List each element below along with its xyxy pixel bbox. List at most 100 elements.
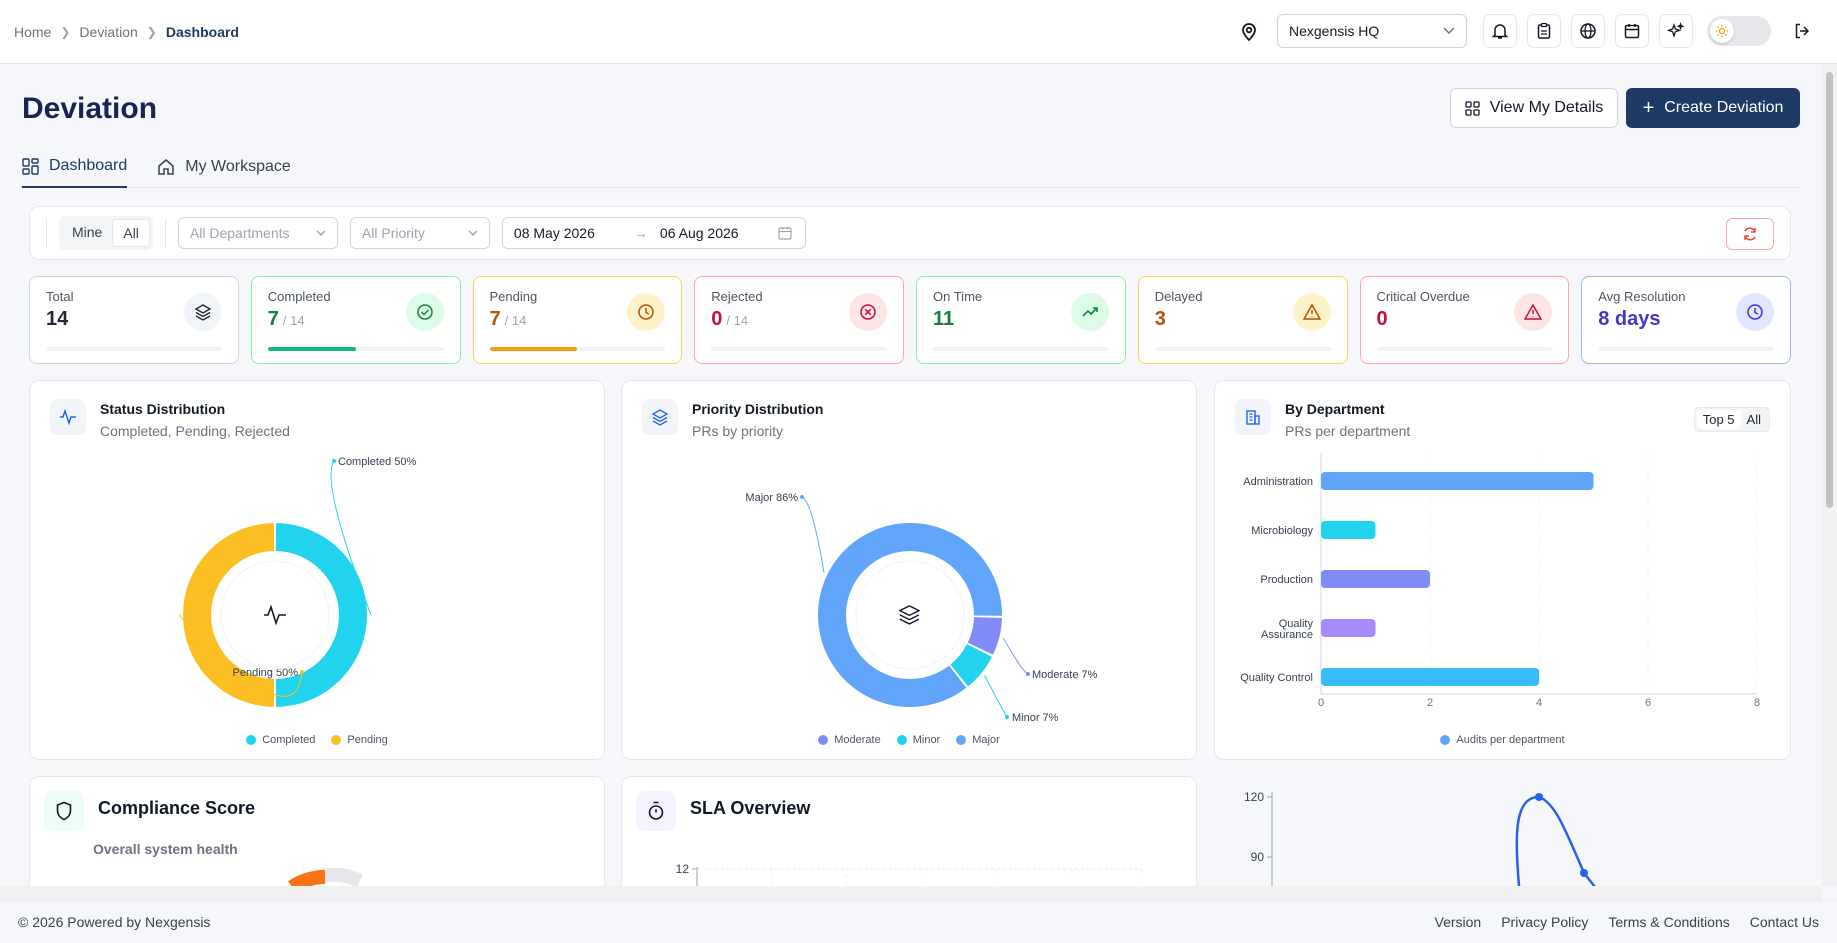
priority-legend: Moderate Minor Major: [622, 734, 1196, 746]
create-deviation-button[interactable]: + Create Deviation: [1626, 88, 1800, 128]
department-bar-chart: 0 2 4 6 8 Administration Microbiology Productio…: [1240, 453, 1760, 709]
slice-pending[interactable]: [183, 523, 275, 707]
clipboard-button[interactable]: [1527, 14, 1561, 48]
sla-card-title: SLA Overview: [690, 798, 811, 818]
y-tick-label: Production: [1260, 574, 1313, 586]
label-leader-dot: [1026, 672, 1030, 676]
department-range-toggle: Top 5 All: [1693, 407, 1770, 432]
theme-toggle[interactable]: [1707, 16, 1771, 46]
view-my-details-button[interactable]: View My Details: [1450, 88, 1618, 128]
chevron-down-icon: [468, 230, 478, 236]
tab-dashboard[interactable]: Dashboard: [22, 146, 128, 188]
priority-select[interactable]: All Priority: [349, 217, 490, 249]
breadcrumb-home[interactable]: Home: [14, 23, 52, 40]
warning-icon: [1292, 293, 1331, 331]
all-option[interactable]: All: [1746, 412, 1761, 427]
chevron-right-icon: ❯: [60, 24, 71, 39]
legend-dot: [818, 735, 829, 745]
legend-label: Audits per department: [1456, 734, 1565, 746]
footer-link-contact[interactable]: Contact Us: [1749, 914, 1819, 930]
legend-item[interactable]: Pending: [331, 734, 388, 746]
alert-triangle-icon: [1514, 293, 1553, 331]
legend-item[interactable]: Major: [956, 734, 1000, 746]
slice-label: Minor 7%: [1012, 712, 1059, 724]
bar-administration[interactable]: [1321, 472, 1594, 490]
layers-icon: [183, 293, 222, 331]
refresh-button[interactable]: [1726, 218, 1774, 250]
notifications-button[interactable]: [1483, 14, 1517, 48]
scope-mine[interactable]: Mine: [72, 224, 103, 240]
stat-card-total[interactable]: Total 14: [29, 276, 239, 364]
calendar-button[interactable]: [1615, 14, 1649, 48]
scope-toggle: Mine All: [59, 216, 153, 250]
legend-dot: [331, 735, 342, 745]
top-5-option[interactable]: Top 5: [1696, 410, 1741, 429]
bar-microbiology[interactable]: [1321, 521, 1376, 539]
trend-line-chart: 120 90: [1244, 790, 1596, 886]
horizontal-scrollbar[interactable]: [0, 886, 1822, 900]
footer-link-privacy[interactable]: Privacy Policy: [1501, 914, 1589, 930]
trend-point[interactable]: [1580, 869, 1588, 877]
logout-icon: [1795, 23, 1810, 39]
department-select[interactable]: All Departments: [177, 217, 338, 249]
bar-production[interactable]: [1321, 570, 1430, 588]
bar-quality-assurance[interactable]: [1321, 619, 1376, 637]
date-to[interactable]: 06 Aug 2026: [659, 225, 739, 241]
footer-link-version[interactable]: Version: [1434, 914, 1482, 930]
legend-item[interactable]: Minor: [896, 734, 940, 746]
footer-links: Version Privacy Policy Terms & Condition…: [1435, 914, 1819, 930]
page-title: Deviation: [22, 92, 158, 125]
legend-label: Major: [972, 734, 1000, 746]
site-select-value: Nexgensis HQ: [1289, 23, 1380, 39]
trend-up-icon: [1070, 293, 1109, 331]
department-card-title: By Department: [1285, 401, 1385, 417]
scrollbar-thumb[interactable]: [1826, 72, 1833, 508]
vertical-scrollbar[interactable]: [1822, 64, 1837, 886]
legend-label: Completed: [262, 734, 316, 746]
slice-moderate[interactable]: [967, 617, 1002, 655]
footer-link-terms[interactable]: Terms & Conditions: [1608, 914, 1730, 930]
stat-value-number: 7: [267, 308, 279, 330]
copyright: © 2026 Powered by Nexgensis: [18, 914, 211, 930]
slice-completed[interactable]: [275, 523, 367, 707]
logout-button[interactable]: [1785, 14, 1819, 48]
slice-major[interactable]: [818, 523, 1002, 707]
language-button[interactable]: [1571, 14, 1605, 48]
stat-card-delayed[interactable]: Delayed 3: [1137, 276, 1348, 364]
label-leader-dot: [300, 670, 304, 674]
x-tick-label: 4: [1536, 697, 1542, 709]
date-range-picker[interactable]: 08 May 2026 → 06 Aug 2026: [501, 217, 806, 249]
stat-value-number: 0: [711, 308, 723, 330]
legend-item[interactable]: Completed: [246, 734, 315, 746]
scope-all[interactable]: All: [112, 219, 150, 247]
clock-icon: [1736, 293, 1774, 331]
legend-item[interactable]: Moderate: [818, 734, 881, 746]
label-leader-line: [330, 460, 372, 616]
ai-assistant-button[interactable]: [1659, 14, 1693, 48]
header-actions: Nexgensis HQ: [1237, 14, 1819, 48]
slice-label: Pending 50%: [233, 667, 299, 679]
stat-card-pending[interactable]: Pending 7/ 14: [472, 276, 683, 364]
breadcrumb-deviation[interactable]: Deviation: [79, 23, 138, 40]
stat-card-critical-overdue[interactable]: Critical Overdue 0: [1359, 276, 1570, 364]
x-tick-label: 6: [1645, 697, 1651, 709]
stat-card-avg-resolution[interactable]: Avg Resolution 8 days: [1581, 276, 1791, 364]
site-select[interactable]: Nexgensis HQ: [1277, 14, 1467, 48]
label-leader-line: [178, 614, 303, 697]
stat-card-completed[interactable]: Completed 7/ 14: [250, 276, 461, 364]
tab-my-workspace[interactable]: My Workspace: [157, 146, 291, 188]
slice-minor[interactable]: [950, 644, 992, 687]
trend-point[interactable]: [1535, 793, 1543, 801]
stat-total: / 14: [726, 313, 749, 328]
divider: [46, 218, 47, 248]
bar-quality-control[interactable]: [1321, 668, 1539, 686]
x-circle-icon: [849, 293, 887, 331]
stat-card-rejected[interactable]: Rejected 0/ 14: [694, 276, 904, 364]
date-from[interactable]: 08 May 2026: [513, 225, 595, 241]
stat-card-on-time[interactable]: On Time 11: [916, 276, 1126, 364]
compliance-score-card: Compliance Score Overall system health: [29, 776, 605, 886]
stat-progress-bar: [1376, 347, 1553, 351]
stat-value-number: 7: [489, 308, 501, 330]
stat-value-number: 11: [933, 308, 955, 330]
y-tick-label: Quality Assurance: [1261, 618, 1313, 641]
